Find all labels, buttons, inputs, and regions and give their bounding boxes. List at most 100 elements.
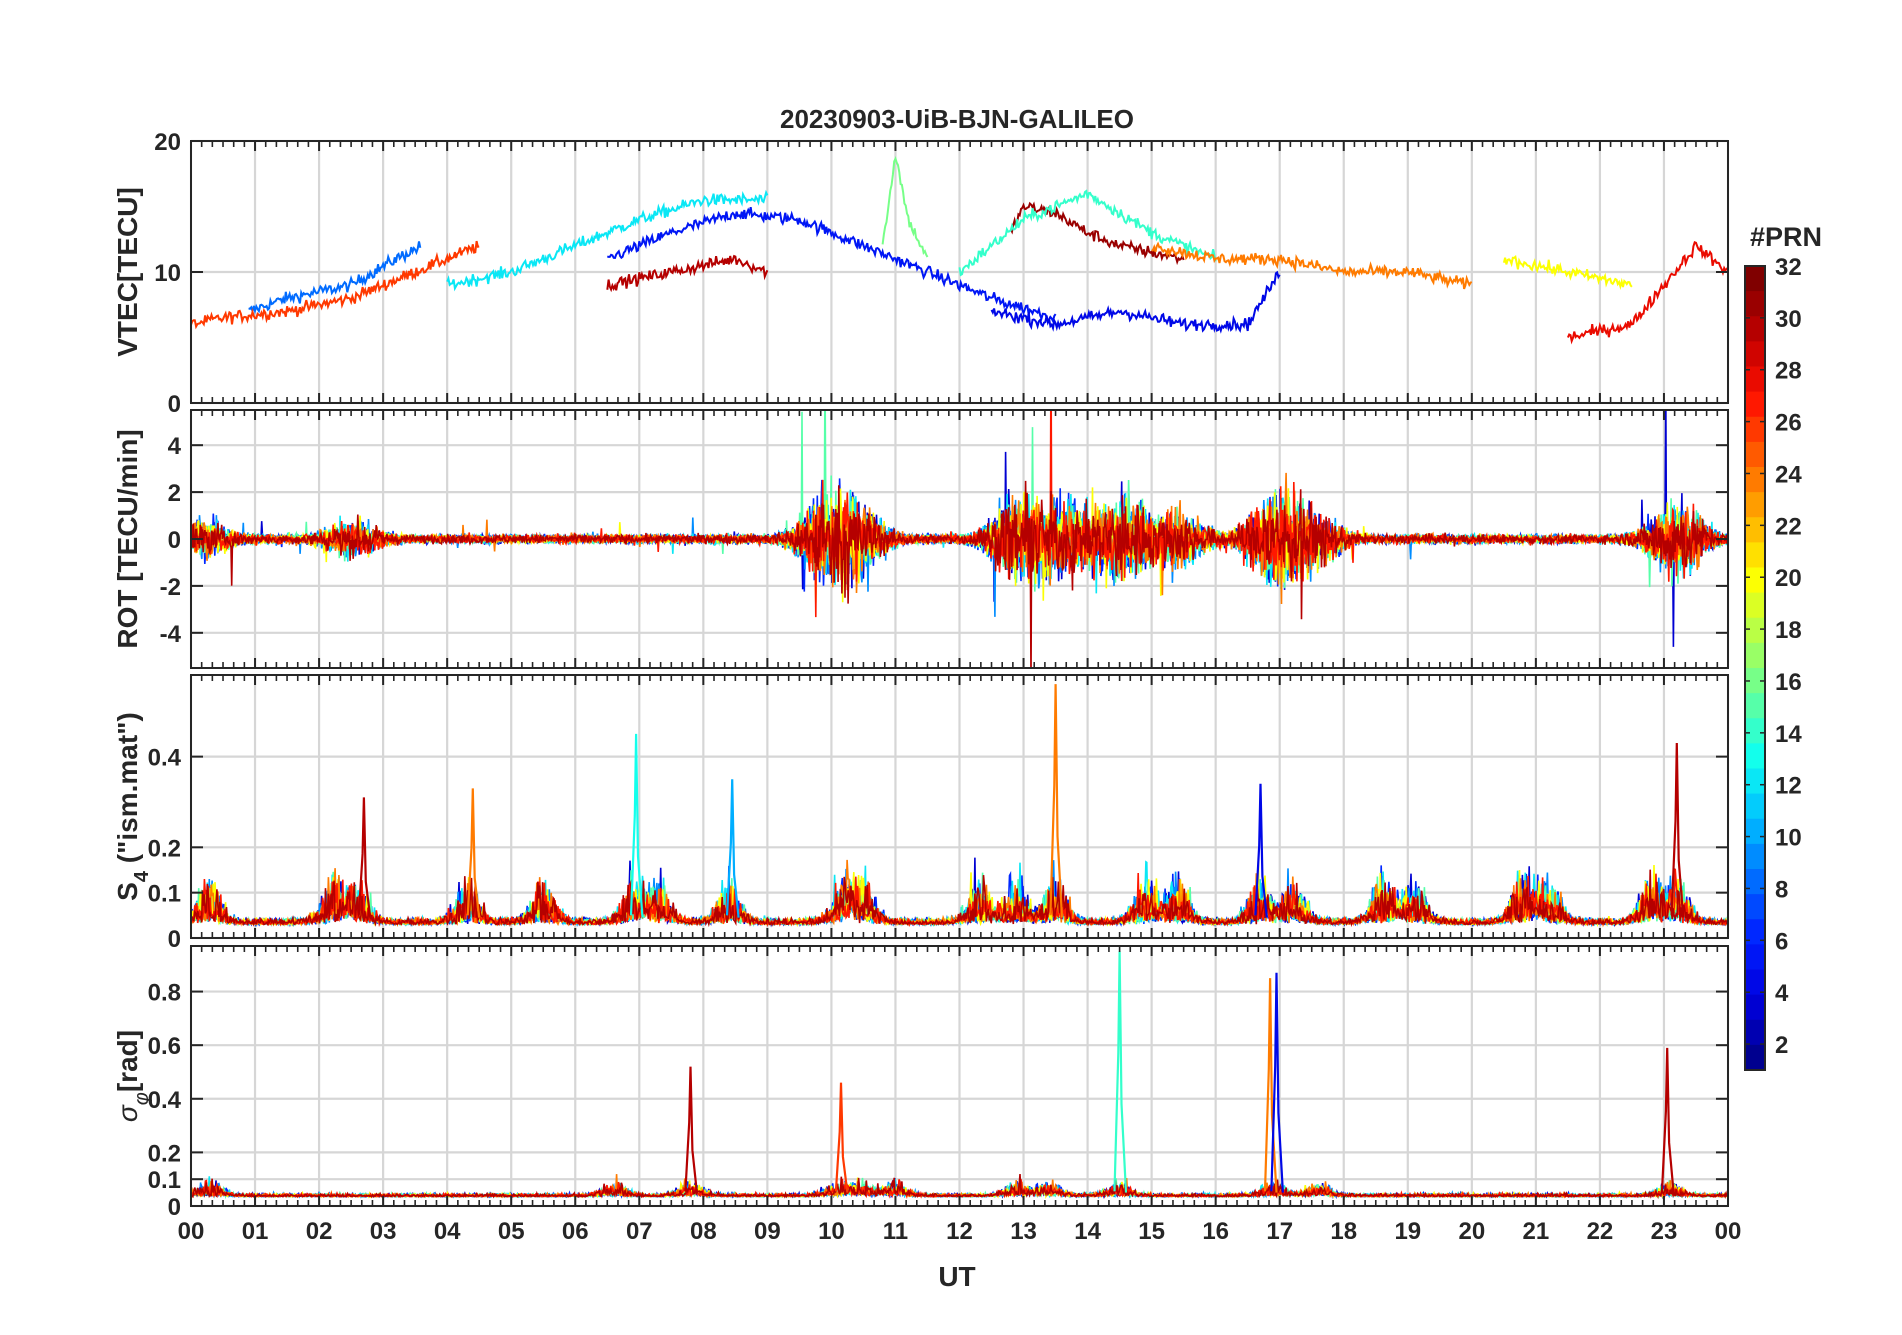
colorbar-band xyxy=(1745,793,1765,820)
peak-trace xyxy=(1670,742,1685,918)
colorbar-band xyxy=(1745,467,1765,493)
vtec-trace xyxy=(248,241,422,315)
x-tick-label: 08 xyxy=(690,1218,717,1245)
y-tick-label: 0.6 xyxy=(148,1033,181,1060)
x-tick-label: 03 xyxy=(370,1218,397,1245)
s4-y-tick-labels: 0 0.1 0.2 0.4 xyxy=(148,745,182,953)
vtec-trace xyxy=(446,189,769,292)
peak-trace xyxy=(357,797,372,918)
vtec-ticks xyxy=(190,140,1729,404)
x-tick-label: 22 xyxy=(1587,1218,1614,1245)
vtec-traces xyxy=(191,155,1728,345)
y-tick-label: 0.4 xyxy=(148,1087,182,1114)
colorbar-tick-label: 16 xyxy=(1775,669,1802,696)
y-tick-label: 0 xyxy=(168,926,181,953)
y-tick-label: -4 xyxy=(160,621,182,648)
vtec-trace xyxy=(881,155,929,258)
x-tick-label: 15 xyxy=(1138,1218,1165,1245)
colorbar-tick-label: 28 xyxy=(1775,358,1802,385)
peak-trace xyxy=(1049,684,1064,918)
x-tick-labels: 00 01 02 03 04 05 06 07 08 09 10 11 12 13 14 15 16 17 18 19… xyxy=(178,1218,1742,1245)
colorbar-title: #PRN xyxy=(1750,222,1822,252)
peak-trace xyxy=(1660,1047,1675,1193)
x-tick-label: 00 xyxy=(1715,1218,1742,1245)
x-tick-label: 10 xyxy=(818,1218,845,1245)
vtec-trace xyxy=(990,270,1281,334)
y-tick-label: 0.1 xyxy=(148,881,181,908)
x-tick-label: 23 xyxy=(1651,1218,1678,1245)
x-tick-label: 20 xyxy=(1458,1218,1485,1245)
colorbar-band xyxy=(1745,391,1765,418)
y-tick-label: -2 xyxy=(160,574,181,601)
colorbar-band xyxy=(1745,994,1765,1021)
colorbar-band xyxy=(1745,441,1765,468)
rot-panel: -4 -2 0 2 4 ROT [TECU/min] xyxy=(112,409,1730,669)
s4-ylabel-main: S xyxy=(112,882,143,901)
sigma-phi-ylabel-main: σ xyxy=(112,1104,143,1122)
vtec-ylabel: VTEC[TECU] xyxy=(112,187,143,357)
colorbar-band xyxy=(1745,316,1765,342)
x-tick-label: 14 xyxy=(1074,1218,1101,1245)
s4-ticks xyxy=(190,675,1729,939)
x-tick-label: 16 xyxy=(1202,1218,1229,1245)
s4-grid xyxy=(189,675,1730,940)
colorbar-tick-label: 2 xyxy=(1775,1032,1788,1059)
colorbar-tick-label: 24 xyxy=(1775,461,1802,488)
colorbar-tick-label: 8 xyxy=(1775,876,1788,903)
y-tick-label: 0 xyxy=(168,391,181,418)
colorbar-band xyxy=(1745,718,1765,744)
colorbar-band xyxy=(1745,818,1765,845)
rot-ticks xyxy=(190,410,1729,668)
figure-title: 20230903-UiB-BJN-GALILEO xyxy=(780,104,1134,134)
y-tick-label: 0 xyxy=(168,1194,181,1221)
colorbar-band xyxy=(1745,969,1765,996)
vtec-trace xyxy=(958,189,1217,277)
colorbar-tick-label: 14 xyxy=(1775,721,1802,748)
colorbar-ticks xyxy=(1745,265,1765,1045)
vtec-trace xyxy=(1566,240,1728,345)
peak-trace xyxy=(684,1066,698,1193)
colorbar-band xyxy=(1745,542,1765,568)
colorbar-band xyxy=(1745,291,1765,317)
colorbar-band xyxy=(1745,843,1765,870)
sigma-phi-ticks xyxy=(190,946,1729,1207)
y-tick-label: 0.2 xyxy=(148,835,181,862)
x-tick-label: 05 xyxy=(498,1218,525,1245)
peak-trace xyxy=(1270,972,1284,1193)
colorbar-tick-label: 12 xyxy=(1775,773,1802,800)
peak-trace xyxy=(466,788,481,918)
peak-trace xyxy=(1113,951,1128,1193)
colorbar-tick-label: 18 xyxy=(1775,617,1802,644)
x-tick-label: 12 xyxy=(946,1218,973,1245)
x-tick-label: 19 xyxy=(1394,1218,1421,1245)
colorbar-tick-label: 6 xyxy=(1775,928,1788,955)
y-tick-label: 4 xyxy=(168,433,182,460)
x-tick-label: 02 xyxy=(306,1218,333,1245)
x-tick-label: 07 xyxy=(626,1218,653,1245)
x-tick-label: 09 xyxy=(754,1218,781,1245)
colorbar-band xyxy=(1745,869,1765,895)
colorbar-band xyxy=(1745,416,1765,443)
colorbar-bands xyxy=(1745,266,1765,1071)
colorbar-band xyxy=(1745,743,1765,769)
colorbar-band xyxy=(1745,592,1765,619)
sigma-phi-ylabel-rest: [rad] xyxy=(112,1030,143,1092)
y-tick-label: 0.8 xyxy=(148,980,181,1007)
peak-trace xyxy=(725,779,740,918)
colorbar-band xyxy=(1745,1044,1765,1071)
colorbar-tick-label: 30 xyxy=(1775,306,1802,333)
s4-ylabel-sub: 4 xyxy=(131,870,153,882)
colorbar-band xyxy=(1745,894,1765,920)
vtec-panel: 0 10 20 VTEC[TECU] xyxy=(112,129,1730,418)
vtec-trace xyxy=(1502,254,1633,291)
vtec-y-tick-labels: 0 10 20 xyxy=(154,129,181,418)
colorbar-tick-label: 20 xyxy=(1775,565,1802,592)
y-tick-label: 10 xyxy=(154,260,181,287)
rot-trace xyxy=(191,480,1728,668)
x-axis-label: UT xyxy=(938,1261,975,1292)
x-tick-label: 21 xyxy=(1523,1218,1550,1245)
colorbar-band xyxy=(1745,366,1765,393)
colorbar-band xyxy=(1745,492,1765,518)
colorbar-band xyxy=(1745,567,1765,594)
